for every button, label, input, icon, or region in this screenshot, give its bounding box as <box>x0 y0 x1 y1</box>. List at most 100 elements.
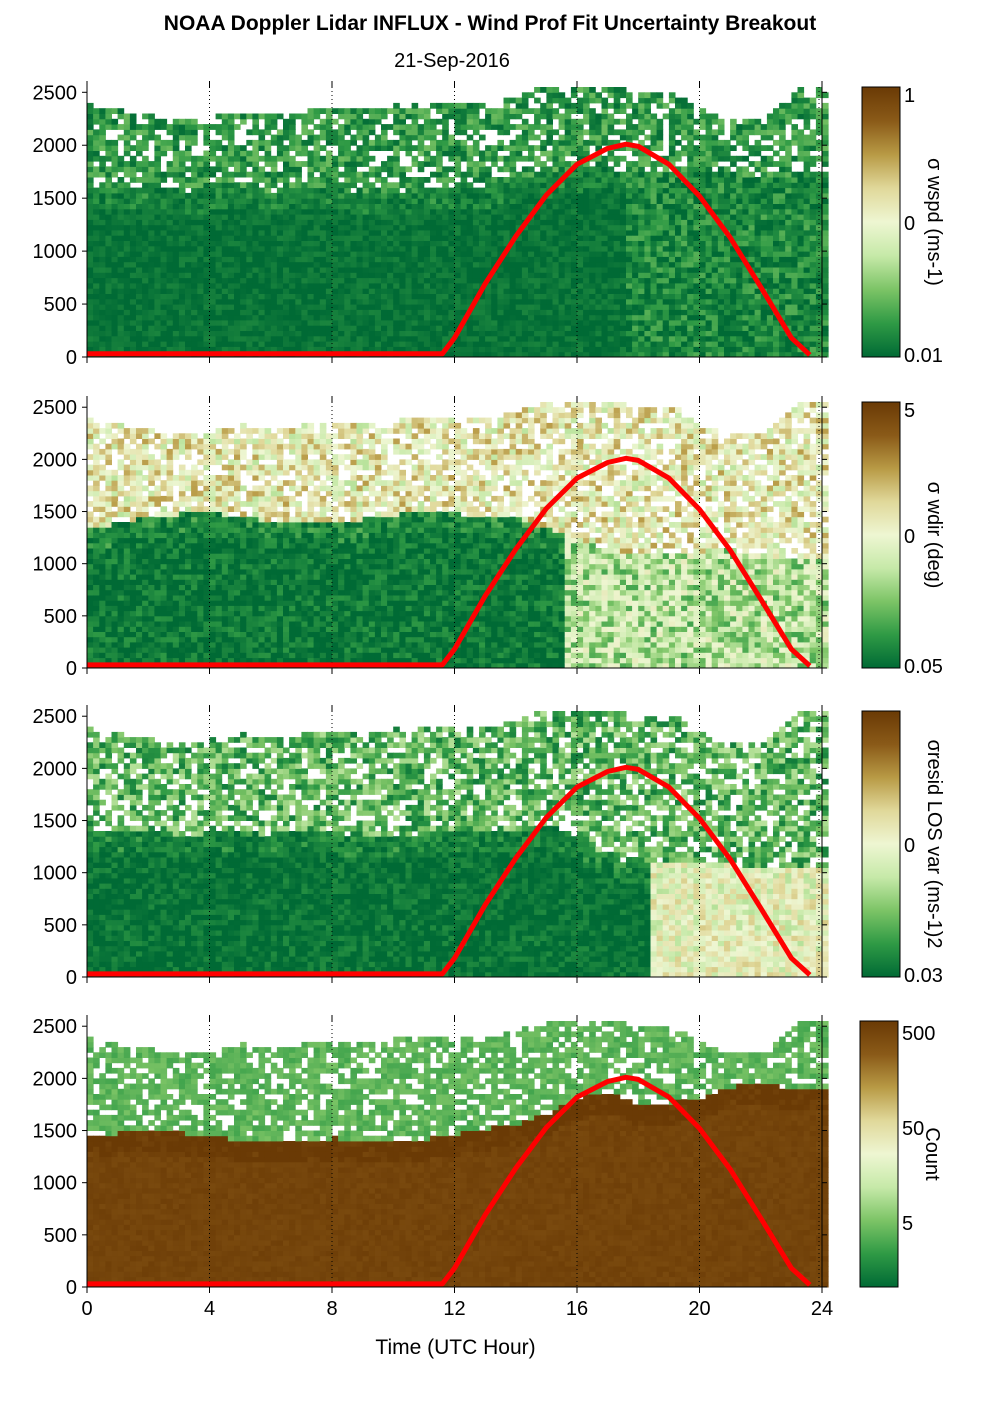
heatmap-cell <box>203 171 210 178</box>
heatmap-cell <box>411 267 419 273</box>
heatmap-cell <box>717 203 725 210</box>
heatmap-cell <box>423 325 431 331</box>
heatmap-cell <box>454 229 462 236</box>
heatmap-cell <box>178 118 186 125</box>
heatmap-cell <box>736 155 743 162</box>
heatmap-cell <box>466 240 474 247</box>
heatmap-cell <box>766 314 774 321</box>
heatmap-cell <box>301 282 308 289</box>
heatmap-cell <box>387 214 394 220</box>
heatmap-cell <box>276 272 284 279</box>
heatmap-cell <box>405 203 413 210</box>
heatmap-cell <box>374 325 382 331</box>
heatmap-cell <box>644 187 651 194</box>
heatmap-cell <box>491 298 498 305</box>
heatmap-cell <box>240 214 247 220</box>
heatmap-cell <box>99 256 106 263</box>
heatmap-cell <box>325 229 333 236</box>
heatmap-cell <box>307 155 315 162</box>
heatmap-cell <box>301 118 308 125</box>
heatmap-cell <box>356 298 364 305</box>
heatmap-cell <box>668 325 676 331</box>
heatmap-cell <box>381 134 388 141</box>
heatmap-cell <box>613 171 621 178</box>
heatmap-cell <box>687 277 694 284</box>
heatmap-cell <box>736 277 743 284</box>
heatmap-cell <box>123 171 131 178</box>
heatmap-cell <box>436 251 443 257</box>
heatmap-cell <box>436 309 443 316</box>
heatmap-cell <box>166 171 174 178</box>
heatmap-cell <box>503 161 511 167</box>
heatmap-cell <box>528 251 535 257</box>
heatmap-cell <box>270 203 278 210</box>
heatmap-cell <box>87 177 94 183</box>
heatmap-cell <box>466 351 474 358</box>
heatmap-cell <box>227 304 235 310</box>
heatmap-cell <box>515 108 523 114</box>
heatmap-cell <box>362 251 370 257</box>
heatmap-cell <box>766 325 774 331</box>
heatmap-cell <box>466 256 474 263</box>
heatmap-cell <box>754 219 762 226</box>
heatmap-cell <box>687 102 694 109</box>
heatmap-cell <box>325 256 333 263</box>
heatmap-cell <box>99 182 106 189</box>
heatmap-cell <box>558 182 566 189</box>
heatmap-cell <box>675 298 682 305</box>
heatmap-cell <box>626 330 633 337</box>
heatmap-cell <box>497 187 504 194</box>
heatmap-cell <box>583 346 590 353</box>
heatmap-cell <box>313 113 321 120</box>
heatmap-cell <box>681 166 688 173</box>
heatmap-cell <box>460 102 468 109</box>
heatmap-cell <box>399 139 406 146</box>
heatmap-cell <box>485 182 492 189</box>
heatmap-cell <box>87 298 94 305</box>
heatmap-cell <box>632 229 639 236</box>
heatmap-cell <box>583 177 590 183</box>
heatmap-cell <box>699 235 707 241</box>
heatmap-cell <box>442 139 449 146</box>
heatmap-cell <box>766 277 774 284</box>
heatmap-cell <box>497 309 504 316</box>
heatmap-cell <box>736 240 743 247</box>
heatmap-cell <box>448 319 455 326</box>
heatmap-cell <box>362 108 370 114</box>
heatmap-cell <box>650 139 658 146</box>
heatmap-cell <box>258 198 266 204</box>
heatmap-cell <box>160 235 168 241</box>
heatmap-cell <box>662 282 670 289</box>
heatmap-cell <box>221 187 229 194</box>
heatmap-cell <box>595 240 602 247</box>
heatmap-cell <box>448 251 455 257</box>
heatmap-cell <box>423 177 431 183</box>
heatmap-cell <box>436 145 443 151</box>
heatmap-cell <box>577 346 584 353</box>
heatmap-cell <box>191 325 198 331</box>
heatmap-cell <box>638 240 645 247</box>
heatmap-cell <box>117 155 125 162</box>
heatmap-cell <box>773 182 780 189</box>
heatmap-cell <box>503 298 511 305</box>
heatmap-cell <box>368 108 376 114</box>
heatmap-cell <box>252 187 259 194</box>
heatmap-cell <box>215 298 223 305</box>
heatmap-cell <box>466 198 474 204</box>
heatmap-cell <box>705 330 713 337</box>
heatmap-cell <box>742 346 749 353</box>
heatmap-cell <box>570 102 578 109</box>
heatmap-cell <box>307 182 315 189</box>
heatmap-cell <box>154 118 161 125</box>
heatmap-cell <box>515 208 523 215</box>
heatmap-cell <box>589 118 596 125</box>
heatmap-cell <box>699 282 707 289</box>
heatmap-cell <box>717 341 725 347</box>
heatmap-cell <box>264 245 272 252</box>
heatmap-cell <box>283 177 290 183</box>
heatmap-cell <box>479 171 486 178</box>
heatmap-cell <box>258 139 266 146</box>
heatmap-cell <box>154 219 161 226</box>
heatmap-cell <box>307 309 315 316</box>
heatmap-cell <box>503 182 511 189</box>
